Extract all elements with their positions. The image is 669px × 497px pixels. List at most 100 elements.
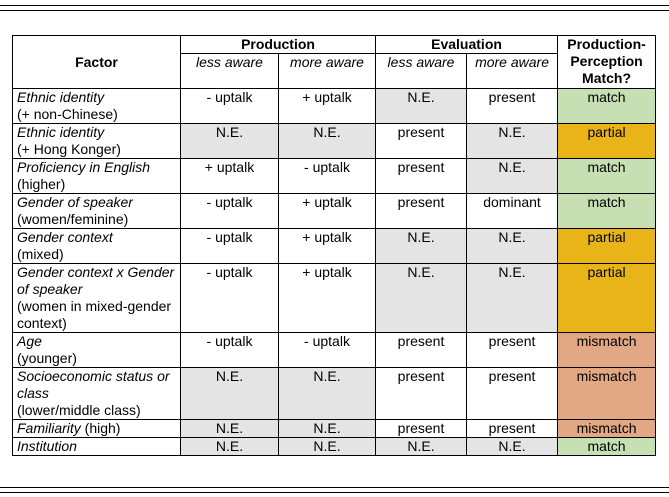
factor-detail: (women in mixed-gender context) xyxy=(17,298,172,331)
table-row: Age (younger) - uptalk - uptalk present prese… xyxy=(12,332,657,368)
value-cell: + uptalk xyxy=(180,158,279,194)
value-cell: N.E. xyxy=(466,228,559,264)
factor-name: Gender context x Gender of speaker xyxy=(17,264,175,297)
factor-cell: Gender context (mixed) xyxy=(12,228,181,264)
table-row: Gender of speaker (women/feminine) - uptal… xyxy=(12,193,657,229)
factor-detail: (mixed) xyxy=(17,246,64,262)
value-cell: present xyxy=(375,123,468,159)
bottom-rule xyxy=(0,492,669,493)
match-cell: match xyxy=(557,88,657,124)
top-rule xyxy=(0,10,669,11)
value-cell: present xyxy=(466,332,559,368)
bottom-rule xyxy=(0,487,669,488)
value-cell: present xyxy=(375,367,468,420)
value-cell: present xyxy=(375,193,468,229)
table-row: Ethnic identity (+ non-Chinese) - uptalk + … xyxy=(12,88,657,124)
value-cell: dominant xyxy=(466,193,559,229)
match-cell: match xyxy=(557,193,657,229)
factor-name: Ethnic identity xyxy=(17,124,105,140)
factor-detail: (lower/middle class) xyxy=(17,402,141,418)
table-row: Gender context (mixed) - uptalk + uptalk N.E… xyxy=(12,228,657,264)
value-cell: - uptalk xyxy=(180,332,279,368)
value-cell: N.E. xyxy=(466,158,559,194)
value-cell: - uptalk xyxy=(180,228,279,264)
table-row: Proficiency in English (higher) + uptalk - … xyxy=(12,158,657,194)
value-cell: N.E. xyxy=(277,419,377,438)
table-body: Ethnic identity (+ non-Chinese) - uptalk + … xyxy=(12,88,657,456)
factor-cell: Ethnic identity (+ non-Chinese) xyxy=(12,88,181,124)
value-cell: - uptalk xyxy=(180,193,279,229)
value-cell: N.E. xyxy=(466,263,559,333)
value-cell: - uptalk xyxy=(180,88,279,124)
subheader-cell: more aware xyxy=(466,53,559,89)
subheader-cell: less aware xyxy=(180,53,279,89)
factor-cell: Gender of speaker (women/feminine) xyxy=(12,193,181,229)
header-cell: Production xyxy=(179,35,377,54)
factor-detail: (higher) xyxy=(17,176,66,192)
match-cell: partial xyxy=(557,263,657,333)
table-row: Ethnic identity (+ Hong Konger) N.E. N.E. pr… xyxy=(12,123,657,159)
factor-detail: (high) xyxy=(84,420,121,436)
match-cell: partial xyxy=(557,123,657,159)
value-cell: N.E. xyxy=(180,367,279,420)
factor-cell: Proficiency in English (higher) xyxy=(12,158,181,194)
value-cell: N.E. xyxy=(277,437,377,456)
value-cell: N.E. xyxy=(375,228,468,264)
value-cell: N.E. xyxy=(466,123,559,159)
factor-cell: Institution xyxy=(12,437,181,456)
match-cell: mismatch xyxy=(557,419,657,438)
value-cell: present xyxy=(466,367,559,420)
value-cell: present xyxy=(375,332,468,368)
factor-name: Socioeconomic status or class xyxy=(17,368,170,401)
factor-name: Gender of speaker xyxy=(17,194,133,210)
value-cell: - uptalk xyxy=(277,158,377,194)
factor-name: Gender context xyxy=(17,229,113,245)
factor-cell: Ethnic identity (+ Hong Konger) xyxy=(12,123,181,159)
value-cell: + uptalk xyxy=(277,193,377,229)
factor-table: Factor Production Evaluation Production-… xyxy=(12,35,657,456)
factor-detail: (women/feminine) xyxy=(17,211,129,227)
subheader-cell: more aware xyxy=(277,53,377,89)
value-cell: + uptalk xyxy=(277,88,377,124)
factor-cell: Familiarity (high) xyxy=(12,419,181,438)
match-cell: match xyxy=(557,158,657,194)
factor-cell: Socioeconomic status or class (lower/midd… xyxy=(12,367,181,420)
value-cell: N.E. xyxy=(180,123,279,159)
factor-name: Age xyxy=(17,333,42,349)
factor-name: Ethnic identity xyxy=(17,89,105,105)
value-cell: present xyxy=(375,419,468,438)
table-row: Socioeconomic status or class (lower/midd… xyxy=(12,367,657,420)
value-cell: present xyxy=(466,419,559,438)
value-cell: N.E. xyxy=(466,437,559,456)
factor-detail: (younger) xyxy=(17,350,77,366)
factor-name: Institution xyxy=(17,438,77,454)
factor-cell: Gender context x Gender of speaker (women… xyxy=(12,263,181,333)
value-cell: N.E. xyxy=(180,437,279,456)
value-cell: - uptalk xyxy=(277,332,377,368)
table-row: Institution N.E. N.E. N.E. N.E. match xyxy=(12,437,657,456)
value-cell: present xyxy=(466,88,559,124)
value-cell: + uptalk xyxy=(277,228,377,264)
factor-detail: (+ Hong Konger) xyxy=(17,141,121,157)
value-cell: - uptalk xyxy=(180,263,279,333)
value-cell: + uptalk xyxy=(277,263,377,333)
value-cell: N.E. xyxy=(277,367,377,420)
top-rule xyxy=(0,5,669,6)
match-cell: partial xyxy=(557,228,657,264)
factor-name: Familiarity xyxy=(17,420,81,436)
subheader-cell: less aware xyxy=(375,53,468,89)
table-row: Gender context x Gender of speaker (women… xyxy=(12,263,657,333)
header-cell: Factor xyxy=(12,35,181,89)
header-cell: Production-Perception Match? xyxy=(557,35,657,89)
match-cell: mismatch xyxy=(557,367,657,420)
header-cell: Evaluation xyxy=(375,35,559,54)
value-cell: N.E. xyxy=(277,123,377,159)
value-cell: N.E. xyxy=(375,263,468,333)
factor-cell: Age (younger) xyxy=(12,332,181,368)
factor-detail: (+ non-Chinese) xyxy=(17,106,118,122)
factor-name: Proficiency in English xyxy=(17,159,151,175)
table-row: Familiarity (high) N.E. N.E. present present… xyxy=(12,419,657,438)
match-cell: mismatch xyxy=(557,332,657,368)
value-cell: N.E. xyxy=(375,437,468,456)
